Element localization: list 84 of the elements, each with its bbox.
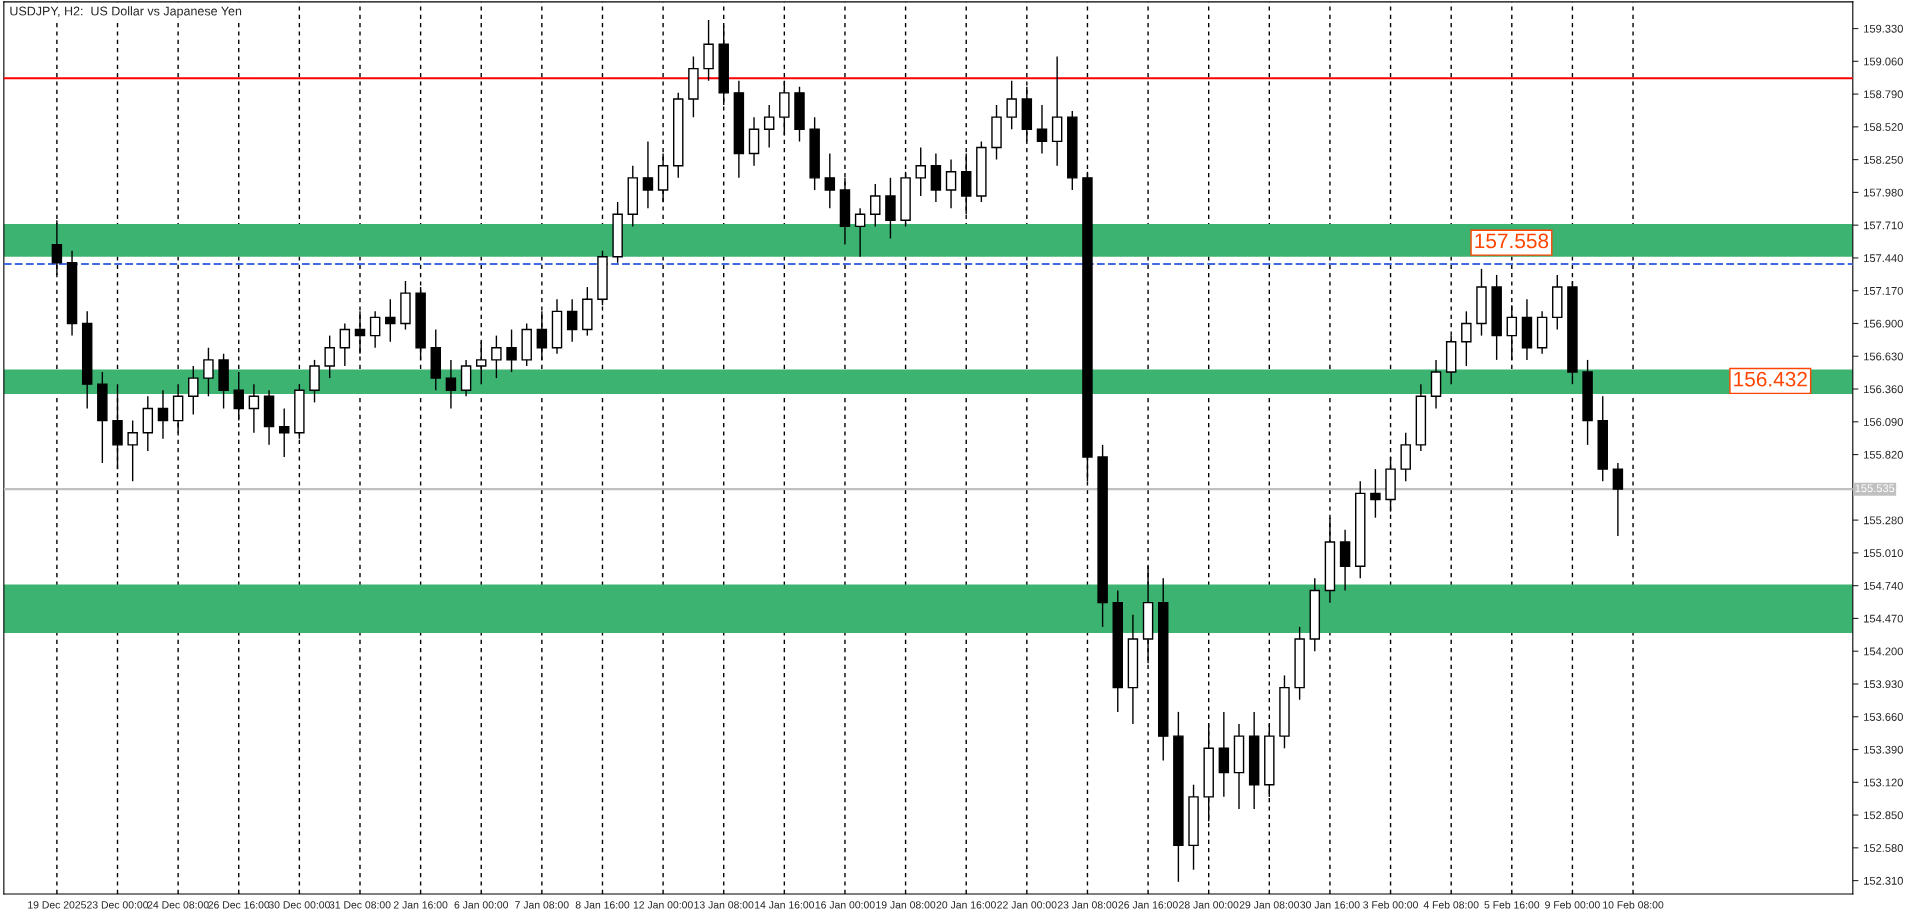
candlestick [157,389,169,440]
x-tick-label: 5 Feb 16:00 [1484,900,1540,909]
y-tick-label: 158.790 [1864,90,1903,99]
y-tick-label: 156.360 [1864,385,1903,394]
x-tick-label: 3 Feb 00:00 [1363,900,1418,909]
candlestick [491,334,502,379]
y-tick-label: 153.930 [1864,680,1903,689]
y-tick-label: 154.470 [1864,614,1903,623]
x-tick-label: 19 Dec 2025 [28,901,86,909]
y-tick-label: 152.850 [1864,811,1903,820]
y-tick-label: 155.820 [1864,450,1903,459]
y-tick-label: 158.250 [1864,155,1903,164]
y-tick-label: 156.090 [1864,418,1903,426]
y-tick-label: 153.390 [1864,745,1903,754]
y-tick-label: 153.120 [1864,778,1903,787]
candlestick [1612,462,1624,537]
y-tick-label: 157.440 [1864,254,1903,263]
y-tick-label: 157.980 [1864,188,1903,197]
candlestick [1036,104,1048,155]
candlestick [233,371,244,422]
candlestick [915,146,926,197]
x-tick-label: 14 Jan 16:00 [755,901,815,909]
x-tick-label: 31 Dec 08:00 [329,901,391,909]
y-tick-label: 158.520 [1864,123,1903,131]
x-tick-label: 8 Jan 16:00 [575,901,630,909]
candlestick [445,359,457,410]
candlestick [248,383,260,434]
y-tick-label: 159.060 [1864,57,1903,66]
ref-line-label: 155.535 [1855,484,1895,493]
x-tick-label: 28 Jan 00:00 [1179,901,1239,909]
candlestick [642,140,654,209]
chart-title: USDJPY, H2: US Dollar vs Japanese Yen [10,6,242,18]
y-tick-label: 156.900 [1864,319,1903,328]
y-tick-label: 157.710 [1864,221,1903,230]
candlestick [385,298,396,343]
x-tick-label: 13 Jan 08:00 [694,901,754,909]
candlestick [127,419,138,482]
y-tick-label: 154.740 [1864,581,1903,590]
x-tick-label: 26 Dec 16:00 [208,901,270,909]
x-tick-label: 22 Jan 00:00 [997,901,1057,909]
x-tick-label: 23 Jan 08:00 [1057,901,1118,909]
candlestick [1370,468,1381,519]
x-tick-label: 9 Feb 00:00 [1545,900,1600,909]
x-tick-label: 30 Dec 00:00 [268,901,330,909]
x-tick-label: 23 Dec 00:00 [87,901,149,909]
annotation: 156.432 [1734,371,1807,387]
x-tick-label: 30 Jan 16:00 [1300,901,1360,909]
y-tick-label: 155.010 [1864,549,1903,558]
x-tick-label: 6 Jan 00:00 [454,901,509,909]
candlestick [1461,310,1472,367]
x-tick-label: 12 Jan 00:00 [633,901,693,909]
y-tick-label: 152.580 [1864,844,1903,852]
candlestick [188,365,199,416]
y-tick-label: 155.280 [1864,516,1903,525]
candlestick [870,183,881,228]
x-tick-label: 16 Jan 00:00 [815,901,875,909]
x-tick-label: 19 Jan 08:00 [876,901,936,909]
candlestick [824,152,836,209]
candlestick [203,347,214,398]
x-tick-label: 29 Jan 08:00 [1239,901,1300,909]
candlestick [339,322,351,367]
x-tick-label: 20 Jan 16:00 [936,901,996,909]
candlestick [854,207,866,258]
x-tick-label: 26 Jan 16:00 [1118,901,1178,909]
candlestick [324,334,335,379]
x-tick-label: 2 Jan 16:00 [393,901,448,909]
annotation: 157.558 [1475,233,1549,249]
x-tick-label: 7 Jan 08:00 [515,901,569,909]
y-tick-label: 156.630 [1864,352,1903,361]
candlestick [1006,80,1017,130]
candlestick [369,310,381,349]
candlestick [566,298,578,343]
x-tick-label: 24 Dec 08:00 [147,901,209,909]
y-tick-label: 157.170 [1864,286,1903,295]
candlestick [763,104,775,149]
candlestick [506,328,517,373]
y-tick-label: 159.330 [1864,24,1903,33]
x-tick-label: 10 Feb 08:00 [1603,900,1664,909]
y-tick-label: 152.310 [1864,876,1903,885]
y-tick-label: 154.200 [1864,647,1903,656]
x-tick-label: 4 Feb 08:00 [1423,900,1479,909]
candlestick [945,158,957,209]
candlestick [278,407,290,458]
y-tick-label: 153.660 [1864,713,1903,721]
